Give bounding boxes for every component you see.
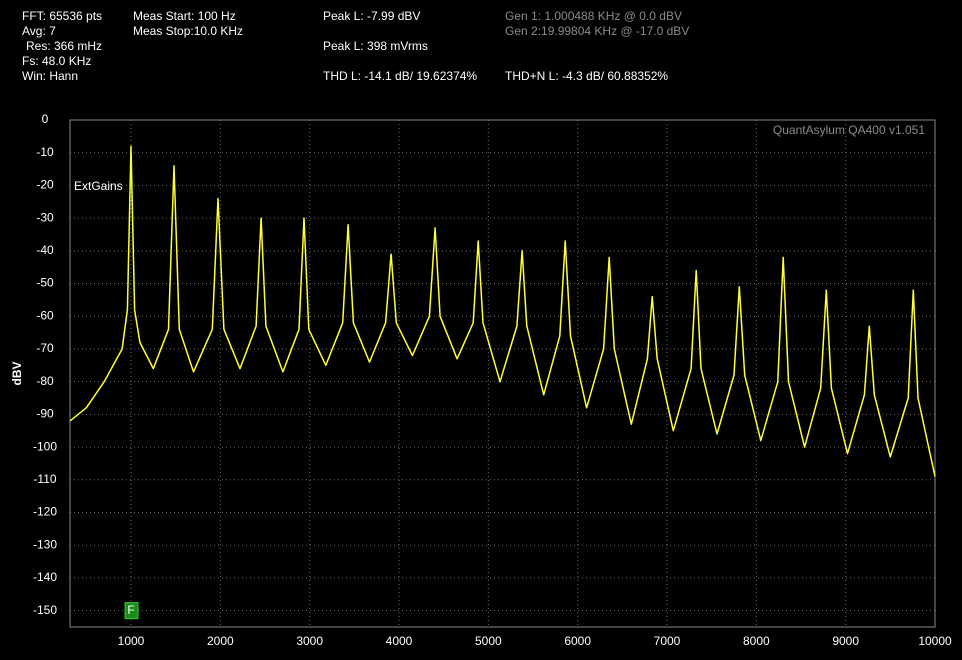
x-tick-label: 9000	[832, 634, 859, 648]
generator-text: Gen 1: 1.000488 KHz @ 0.0 dBV	[505, 9, 682, 23]
info-text: FFT: 65536 pts	[22, 9, 102, 23]
y-tick-label: -10	[36, 145, 54, 159]
x-tick-label: 1000	[118, 634, 145, 648]
x-tick-label: 6000	[564, 634, 591, 648]
x-tick-label: 2000	[207, 634, 234, 648]
info-text: Avg: 7	[22, 24, 56, 38]
y-axis-label: dBV	[10, 362, 24, 386]
x-tick-label: 8000	[743, 634, 770, 648]
watermark: QuantAsylum QA400 v1.051	[773, 123, 925, 137]
y-tick-label: -100	[33, 439, 57, 453]
y-tick-label: -110	[33, 472, 56, 486]
info-text: Peak L: -7.99 dBV	[323, 9, 420, 23]
y-tick-label: -80	[36, 374, 54, 388]
marker-label: F	[127, 603, 134, 617]
x-tick-label: 3000	[296, 634, 323, 648]
info-text: Peak L: 398 mVrms	[323, 39, 428, 53]
y-tick-label: -20	[36, 178, 54, 192]
info-text: Meas Stop:10.0 KHz	[133, 24, 243, 38]
x-tick-label: 10000	[918, 634, 952, 648]
y-tick-label: -50	[36, 276, 54, 290]
x-tick-label: 4000	[386, 634, 413, 648]
y-tick-label: -90	[36, 407, 54, 421]
y-tick-label: 0	[42, 112, 49, 126]
y-tick-label: -130	[33, 537, 57, 551]
x-tick-label: 5000	[475, 634, 502, 648]
info-text: Win: Hann	[22, 69, 78, 83]
marker-box	[124, 602, 139, 620]
info-text: Meas Start: 100 Hz	[133, 9, 236, 23]
y-tick-label: -120	[33, 505, 57, 519]
info-text: Res: 366 mHz	[26, 39, 102, 53]
y-tick-label: -60	[36, 308, 54, 322]
note: ExtGains	[74, 179, 123, 193]
info-text: THD+N L: -4.3 dB/ 60.88352%	[505, 69, 668, 83]
y-tick-label: -150	[33, 603, 57, 617]
info-text: THD L: -14.1 dB/ 19.62374%	[323, 69, 477, 83]
y-tick-label: -30	[36, 210, 54, 224]
plot: 0 -10 -20 -30 -40 -50 -60 -70 -80 -90 -100 -110 -120…	[10, 112, 952, 648]
info-text: Fs: 48.0 KHz	[22, 54, 91, 68]
generator-text: Gen 2:19.99804 KHz @ -17.0 dBV	[505, 24, 689, 38]
y-tick-label: -140	[33, 570, 57, 584]
y-tick-label: -70	[36, 341, 54, 355]
x-tick-label: 7000	[654, 634, 681, 648]
y-tick-label: -40	[36, 243, 54, 257]
spectrum-trace	[69, 145, 936, 477]
plot-border	[69, 119, 936, 628]
